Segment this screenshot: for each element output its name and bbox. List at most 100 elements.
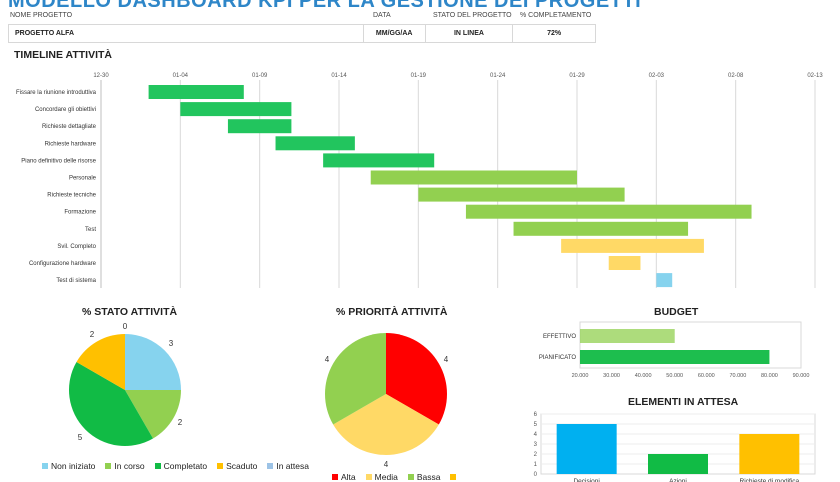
- pending-bar: [648, 454, 708, 474]
- status-header: STATO DEL PROGETTO: [433, 12, 512, 19]
- date-value: MM/GG/AA: [362, 25, 425, 42]
- budget-tick-label: 30.000: [603, 373, 620, 379]
- status-pie-legend-label: Scaduto: [226, 461, 258, 471]
- timeline-tick-label: 01-24: [490, 73, 506, 79]
- pending-items-title: ELEMENTI IN ATTESA: [628, 396, 739, 408]
- priority-pie-data-label: 4: [444, 355, 449, 364]
- status-pie-title: % STATO ATTIVITÀ: [82, 306, 178, 318]
- timeline-task-bar: [561, 238, 704, 253]
- status-pie-legend-swatch: [154, 463, 161, 469]
- status-value: IN LINEA: [424, 25, 513, 42]
- completion-header: % COMPLETAMENTO: [520, 12, 592, 19]
- budget-category-label: EFFETTIVO: [543, 334, 576, 340]
- budget-plot-frame: [579, 321, 802, 369]
- pending-tick-label: 6: [534, 412, 538, 418]
- timeline-task-bar: [465, 204, 752, 219]
- status-pie-data-label: 2: [178, 418, 183, 427]
- pending-tick-label: 3: [534, 442, 538, 448]
- priority-pie-legend: Alta Media Bassa: [332, 472, 457, 482]
- timeline-task-label: Fissare la riunione introduttiva: [16, 90, 97, 96]
- pending-tick-label: 1: [534, 462, 538, 468]
- budget-category-label: PIANIFICATO: [539, 355, 576, 361]
- status-pie-legend-label: Non iniziato: [51, 461, 96, 471]
- pending-tick-label: 5: [534, 422, 538, 428]
- timeline-task-bar: [513, 221, 689, 236]
- priority-pie-legend-swatch: [407, 474, 414, 480]
- status-pie-data-label: 3: [169, 339, 174, 348]
- priority-pie-slice: [386, 333, 447, 425]
- timeline-task-bar: [180, 102, 292, 117]
- status-pie-slice: [125, 334, 181, 390]
- timeline-tick-label: 02-08: [728, 73, 744, 79]
- status-pie-data-label: 0: [123, 322, 128, 331]
- priority-pie-title: % PRIORITÀ ATTIVITÀ: [336, 306, 448, 318]
- timeline-task-label: Test: [85, 227, 96, 233]
- status-pie-slice: [76, 334, 125, 390]
- budget-bar: [580, 329, 675, 343]
- timeline-task-label: Personale: [69, 176, 97, 182]
- timeline-tick-label: 02-03: [649, 73, 665, 79]
- priority-pie-legend-swatch: [332, 474, 338, 480]
- status-pie-data-label: 5: [78, 433, 83, 442]
- status-pie-slice: [68, 362, 153, 447]
- status-pie-legend-swatch: [105, 463, 112, 469]
- status-pie-legend-label: In corso: [114, 461, 145, 471]
- status-pie-legend-item: In attesa: [267, 461, 309, 471]
- pending-bar: [739, 434, 800, 474]
- priority-pie-legend-item: Media: [365, 472, 398, 482]
- status-pie-legend-swatch: [217, 463, 224, 469]
- timeline-tick-label: 01-19: [411, 73, 427, 79]
- timeline-tick-label: 01-04: [173, 73, 189, 79]
- pending-tick-label: 0: [534, 472, 538, 478]
- priority-pie-legend-label: Bassa: [416, 472, 441, 482]
- timeline-task-label: Richieste dettagliate: [42, 124, 97, 130]
- budget-tick-label: 20.000: [572, 373, 589, 379]
- priority-pie-legend-item: Alta: [332, 472, 356, 482]
- budget-tick-label: 50.000: [666, 373, 683, 379]
- completion-value: 72%: [512, 25, 595, 42]
- page-title: MODELLO DASHBOARD KPI PER LA GESTIONE DE…: [8, 0, 642, 12]
- timeline-task-bar: [370, 170, 577, 185]
- timeline-task-bar: [323, 153, 435, 168]
- timeline-task-bar: [148, 85, 244, 99]
- timeline-tick-label: 02-13: [807, 73, 823, 79]
- timeline-task-label: Test di sistema: [56, 278, 96, 284]
- date-header: DATA: [373, 12, 391, 19]
- priority-pie-data-label: 4: [384, 460, 389, 469]
- project-name-header: NOME PROGETTO: [10, 12, 73, 19]
- timeline-task-bar: [608, 256, 641, 270]
- pending-bar: [556, 424, 617, 474]
- status-pie-legend-item: In corso: [105, 461, 145, 471]
- budget-tick-label: 40.000: [635, 373, 652, 379]
- priority-pie-data-label: 4: [325, 355, 330, 364]
- timeline-task-label: Formazione: [64, 210, 96, 216]
- priority-pie-legend-swatch: [365, 474, 372, 480]
- budget-title: BUDGET: [654, 306, 699, 318]
- pending-category-label: Richieste di modifica: [740, 478, 800, 482]
- budget-tick-label: 70.000: [729, 373, 746, 379]
- status-pie-legend-label: Completato: [163, 461, 208, 471]
- timeline-task-label: Svil. Completo: [57, 244, 96, 250]
- priority-pie-legend-label: Media: [374, 472, 398, 482]
- timeline-tick-label: 01-29: [569, 73, 585, 79]
- budget-tick-label: 90.000: [793, 373, 810, 379]
- timeline-task-bar: [275, 136, 355, 151]
- timeline-task-bar: [656, 273, 673, 288]
- timeline-task-label: Richieste tecniche: [47, 193, 96, 199]
- timeline-tick-label: 01-14: [331, 73, 347, 79]
- timeline-tick-label: 01-09: [252, 73, 268, 79]
- timeline-tick-label: 12-30: [93, 73, 109, 79]
- pending-tick-label: 4: [534, 432, 538, 438]
- status-pie-legend: Non iniziato In corso Completato Scaduto In …: [42, 461, 309, 471]
- status-pie-legend-swatch: [42, 463, 48, 469]
- pending-category-label: Azioni: [669, 478, 687, 482]
- status-pie-slice: [125, 390, 181, 439]
- pending-category-label: Decisioni: [573, 478, 599, 482]
- priority-pie-slice: [324, 333, 386, 425]
- project-info-row: PROGETTO ALFA MM/GG/AA IN LINEA 72%: [8, 24, 596, 43]
- priority-pie-legend-label: Alta: [341, 472, 356, 482]
- priority-pie-legend-swatch: [450, 474, 457, 480]
- timeline-task-label: Concordare gli obiettivi: [35, 107, 96, 113]
- pending-tick-label: 2: [534, 452, 538, 458]
